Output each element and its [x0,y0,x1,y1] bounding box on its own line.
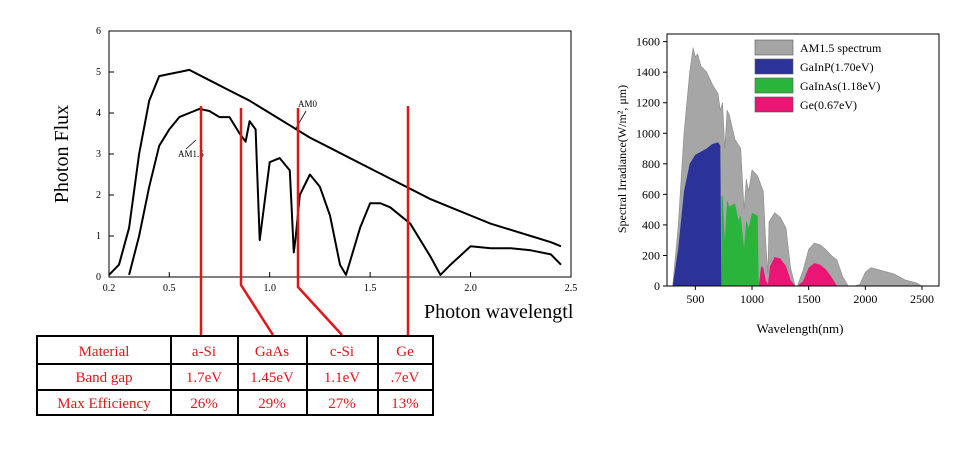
table-frame [36,335,434,416]
ge-area [758,257,837,286]
y-tick-label: 1000 [636,126,660,140]
legend-am15-spectrum-label: AM1.5 spectrum [800,41,882,55]
photon-flux-x-axis-label: Photon wavelengtl [424,301,574,323]
photon-flux-chart: 0.2 0.5 1.0 1.5 2.0 2.5 0 1 2 3 4 5 6 Photon Flux Ph… [51,26,577,323]
am0-curve [108,68,562,276]
x-tick-label: 0.2 [103,283,116,294]
spectral-irradiance-x-axis-label: Wavelength(nm) [756,321,843,336]
spectral-irradiance-ticks: 500 1000 1500 2000 2500 0 200 400 600 800 1000 1200… [636,35,934,306]
x-tick-label: 2.5 [565,283,578,294]
table-header-c-si: c-Si [330,344,354,360]
photon-flux-y-axis-label: Photon Flux [51,105,73,203]
gainas-area [721,194,759,286]
table-cell-c-si-efficiency: 27% [328,396,356,412]
y-tick-label: 5 [96,67,101,78]
spectral-irradiance-plot-frame [666,33,940,287]
y-tick-label: 2 [96,190,101,201]
x-tick-label: 1500 [797,292,821,306]
photon-flux-ticks: 0.2 0.5 1.0 1.5 2.0 2.5 0 1 2 3 4 5 6 [96,26,577,294]
gaas-connector [239,108,275,336]
x-tick-label: 2.0 [464,283,477,294]
y-tick-label: 0 [654,279,660,293]
legend-gainp-swatch [754,58,794,75]
table-cell-max-efficiency-label: Max Efficiency [57,396,151,412]
table-cell-band-gap-label: Band gap [75,370,132,386]
y-tick-label: 3 [96,149,101,160]
am15-curve [128,107,562,276]
spectral-irradiance-chart: 500 1000 1500 2000 2500 0 200 400 600 800 1000 1200… [615,33,940,336]
legend-gainas-label: GaInAs(1.18eV) [800,79,880,93]
y-tick-label: 1200 [636,96,660,110]
spectral-irradiance-areas [672,47,923,287]
table-cell-ge-band-gap: .7eV [391,370,420,386]
x-tick-label: 2500 [910,292,934,306]
photon-flux-curves [108,68,562,276]
x-tick-label: 1.0 [263,283,276,294]
x-tick-label: 500 [686,292,704,306]
am15-pointer [185,139,197,150]
x-tick-label: 1000 [740,292,764,306]
am0-pointer [294,110,307,131]
y-tick-label: 6 [96,26,101,37]
spectral-irradiance-legend: AM1.5 spectrum GaInP(1.70eV) GaInAs(1.18eV… [754,39,882,113]
c-si-connector [296,108,343,336]
am15-annotation: AM1.5 [178,149,204,159]
y-tick-label: 0 [96,272,101,283]
table-cell-gaas-efficiency: 29% [258,396,286,412]
x-tick-label: 2000 [853,292,877,306]
material-table: Material a-Si GaAs c-Si Ge Band gap 1.7e… [36,335,434,416]
table-cell-c-si-band-gap: 1.1eV [324,370,360,386]
table-header-a-si: a-Si [192,344,216,360]
am0-annotation: AM0 [298,99,318,109]
y-tick-label: 4 [96,108,101,119]
y-tick-label: 200 [642,248,660,262]
spectral-irradiance-y-axis-label: Spectral Irradiance(W/m², μm) [615,85,629,233]
y-tick-label: 800 [642,157,660,171]
gainp-area [672,142,722,286]
y-tick-label: 600 [642,187,660,201]
x-tick-label: 0.5 [163,283,176,294]
table-header-material: Material [79,344,130,360]
legend-gainp-label: GaInP(1.70eV) [800,60,874,74]
y-tick-label: 400 [642,218,660,232]
legend-ge-label: Ge(0.67eV) [800,98,857,112]
legend-am15-spectrum-swatch [754,39,794,56]
table-cell-a-si-efficiency: 26% [190,396,218,412]
table-cell-a-si-band-gap: 1.7eV [186,370,222,386]
legend-gainas-swatch [754,77,794,94]
y-tick-label: 1 [96,231,101,242]
y-tick-label: 1600 [636,35,660,49]
y-tick-label: 1400 [636,65,660,79]
x-tick-label: 1.5 [364,283,377,294]
table-header-gaas: GaAs [255,344,289,360]
table-header-ge: Ge [396,344,414,360]
bandgap-connectors [199,106,410,336]
table-cell-gaas-band-gap: 1.45eV [250,370,294,386]
table-cell-ge-efficiency: 13% [391,396,419,412]
legend-ge-swatch [754,96,794,113]
